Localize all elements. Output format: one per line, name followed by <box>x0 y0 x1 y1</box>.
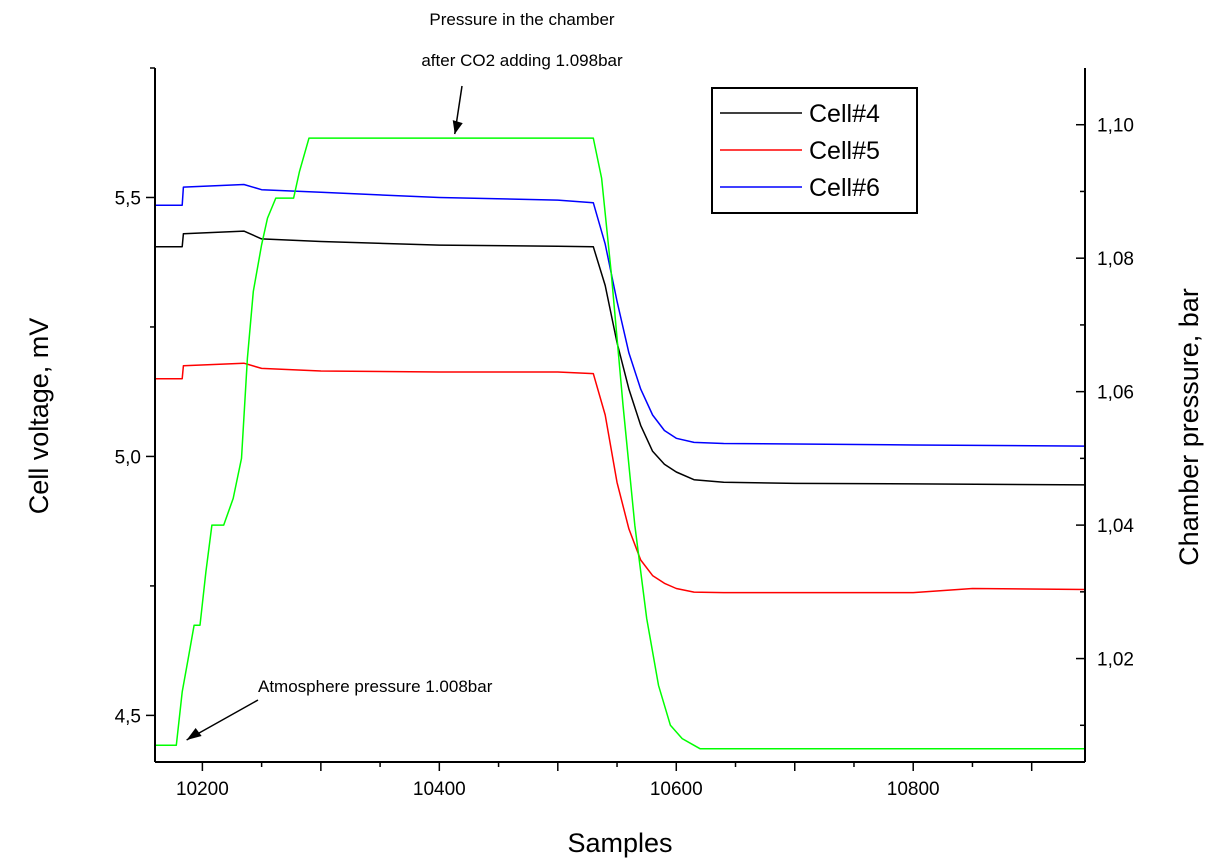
x-tick-label: 10600 <box>650 779 703 800</box>
y2-tick-label: 1,04 <box>1097 516 1134 537</box>
x-tick-label: 10400 <box>413 779 466 800</box>
series-layer <box>155 137 1085 750</box>
x-tick-label: 10200 <box>176 779 229 800</box>
plot-frame <box>154 68 1086 763</box>
annotation-atmosphere-text: Atmosphere pressure 1.008bar <box>258 677 493 696</box>
legend-label: Cell#5 <box>809 137 880 165</box>
y-tick-label: 4,5 <box>115 706 141 727</box>
series-line-cell5 <box>155 362 1085 594</box>
annotation-arrowhead <box>186 727 202 740</box>
annotation-arrowhead <box>452 120 463 135</box>
y-tick-label: 5,0 <box>115 447 141 468</box>
y2-axis-title: Chamber pressure, bar <box>1174 288 1204 566</box>
y2-tick-label: 1,06 <box>1097 383 1134 404</box>
y2-tick-label: 1,10 <box>1097 116 1134 137</box>
legend-label: Cell#6 <box>809 174 880 202</box>
series-line-chamber-pressure <box>155 137 1085 750</box>
x-axis-title: Samples <box>567 828 672 858</box>
axis-ticks: 10200 10400 10600 10800 4,5 5,0 5,5 1,02 1,04 1,0… <box>115 67 1134 800</box>
annotation-pressure-text-line2: after CO2 adding 1.098bar <box>421 51 623 70</box>
x-tick-label: 10800 <box>887 779 940 800</box>
series-line-cell6 <box>155 183 1085 447</box>
annotations: Pressure in the chamber after CO2 adding … <box>186 10 623 741</box>
y-axis-title: Cell voltage, mV <box>24 318 54 515</box>
annotation-pressure-text-line1: Pressure in the chamber <box>429 10 615 29</box>
y-tick-label: 5,5 <box>115 188 141 209</box>
legend: Cell#4 Cell#5 Cell#6 <box>711 87 918 214</box>
series-line-cell4 <box>155 230 1085 486</box>
y2-tick-label: 1,02 <box>1097 650 1134 671</box>
y2-tick-label: 1,08 <box>1097 249 1134 270</box>
legend-label: Cell#4 <box>809 100 880 128</box>
